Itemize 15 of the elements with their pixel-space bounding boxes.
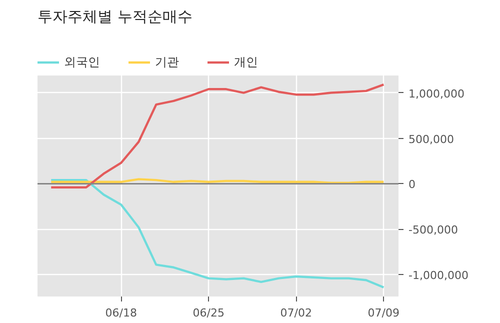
- y-tick-label: 1,000,000: [408, 87, 464, 100]
- y-tick-label: 500,000: [408, 132, 454, 146]
- legend-label: 외국인: [64, 54, 100, 70]
- x-tick-label: 07/09: [368, 306, 400, 320]
- line-series: [50, 83, 385, 188]
- x-tick-label: 07/02: [280, 306, 312, 320]
- x-tick-label: 06/18: [105, 306, 137, 320]
- y-tick-label: 0: [408, 178, 416, 192]
- line-series: [50, 178, 385, 289]
- y-tick-label: -500,000: [408, 224, 458, 237]
- x-tick-label: 06/25: [192, 306, 224, 320]
- legend-label: 기관: [155, 54, 179, 70]
- legend-label: 개인: [234, 54, 258, 70]
- chart-title: 투자주체별 누적순매수: [38, 8, 192, 26]
- y-tick-label: -1,000,000: [408, 269, 468, 282]
